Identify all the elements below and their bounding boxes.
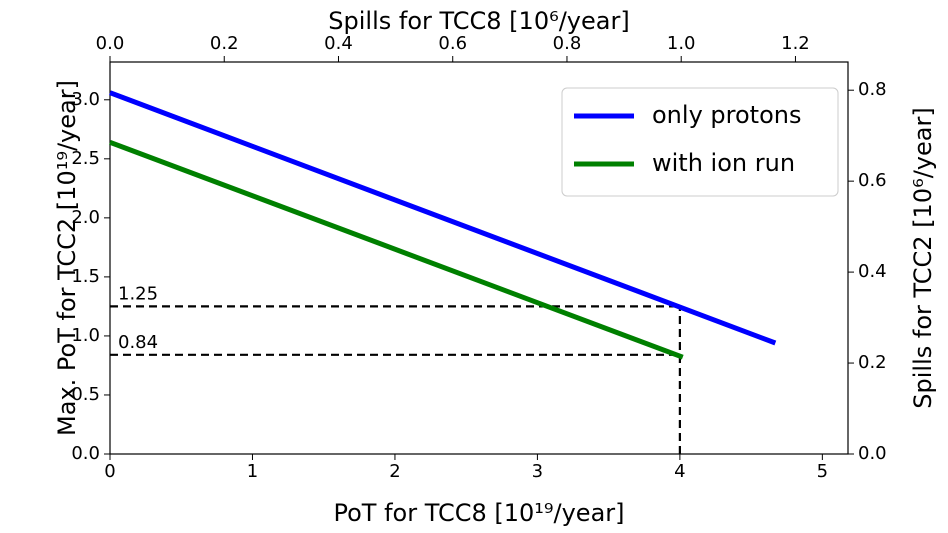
x2-axis-label: Spills for TCC8 [10⁶/year]	[328, 7, 629, 35]
tick-label: 0.5	[71, 384, 100, 405]
guide-label: 1.25	[118, 283, 158, 304]
tick-label: 0.0	[858, 443, 887, 464]
tick-label: 0.8	[858, 79, 887, 100]
y2-axis-label: Spills for TCC2 [10⁶/year]	[909, 107, 937, 408]
x-axis-label: PoT for TCC8 [10¹⁹/year]	[333, 499, 624, 527]
y-axis-label: Max. PoT for TCC2 [10¹⁹/year]	[53, 80, 81, 436]
tick-label: 2	[389, 461, 400, 482]
tick-label: 1.0	[71, 325, 100, 346]
series-line	[109, 90, 777, 346]
tick-label: 1.5	[71, 266, 100, 287]
legend-label: with ion run	[652, 149, 795, 177]
plot-frame	[109, 61, 849, 455]
tick-label: 3	[532, 461, 543, 482]
tick-label: 0.6	[438, 33, 467, 54]
series-line	[109, 139, 684, 360]
tick-label: 0.6	[858, 170, 887, 191]
tick-label: 4	[674, 461, 685, 482]
tick-label: 0.0	[71, 443, 100, 464]
tick-label: 0.8	[553, 33, 582, 54]
tick-label: 2.0	[71, 207, 100, 228]
tick-label: 0.2	[858, 352, 887, 373]
guide-label: 0.84	[118, 332, 158, 353]
tick-label: 3.0	[71, 89, 100, 110]
tick-label: 2.5	[71, 148, 100, 169]
tick-label: 1	[247, 461, 258, 482]
tick-label: 0.4	[858, 261, 887, 282]
tick-label: 0.2	[210, 33, 239, 54]
tick-label: 5	[817, 461, 828, 482]
tick-label: 0	[104, 461, 115, 482]
tick-label: 1.2	[781, 33, 810, 54]
tick-label: 0.4	[324, 33, 353, 54]
legend-label: only protons	[652, 101, 801, 129]
tick-label: 1.0	[667, 33, 696, 54]
tick-label: 0.0	[96, 33, 125, 54]
